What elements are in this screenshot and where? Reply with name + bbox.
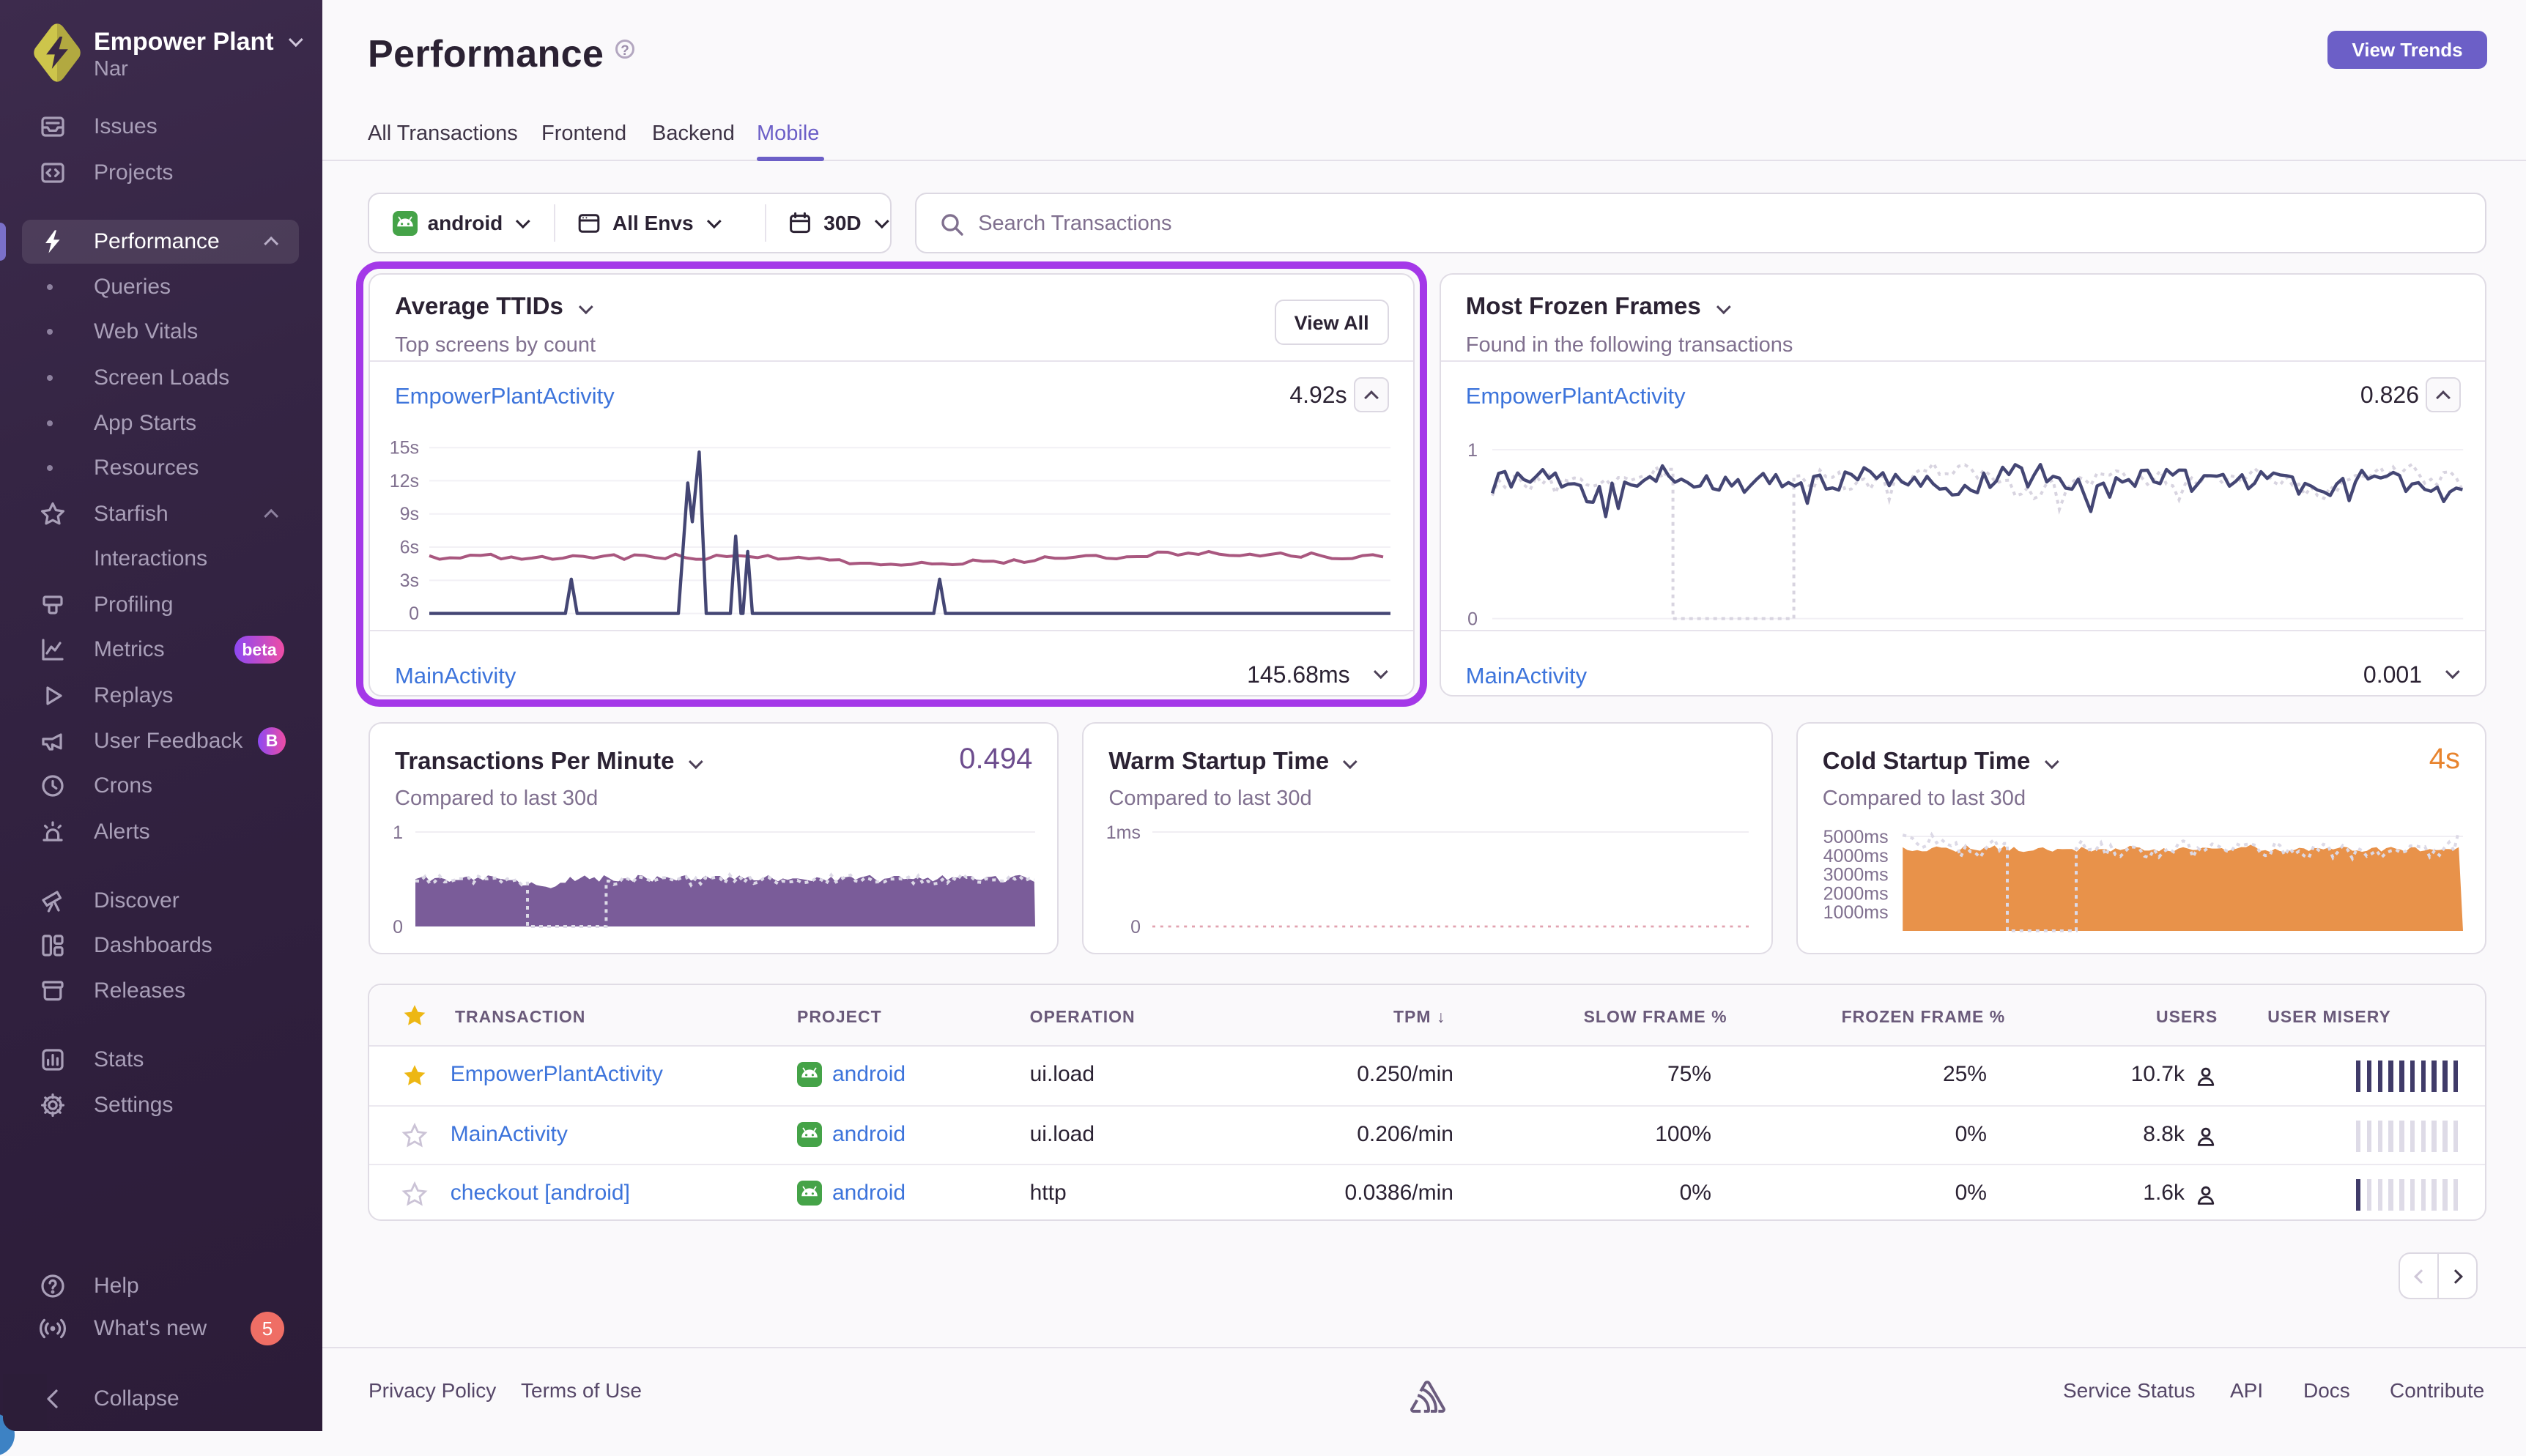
svg-text:1ms: 1ms [1106, 822, 1141, 843]
svg-text:6s: 6s [400, 537, 419, 557]
svg-text:15s: 15s [390, 438, 419, 458]
svg-text:12s: 12s [390, 471, 419, 491]
svg-text:1: 1 [393, 822, 403, 843]
svg-text:0: 0 [409, 603, 419, 624]
svg-text:1: 1 [1467, 440, 1478, 461]
svg-text:0: 0 [1467, 609, 1478, 630]
svg-text:0: 0 [393, 917, 403, 937]
svg-text:4000ms: 4000ms [1823, 846, 1888, 866]
svg-text:9s: 9s [400, 504, 419, 524]
svg-text:0: 0 [1130, 917, 1141, 937]
svg-text:2000ms: 2000ms [1823, 883, 1888, 904]
svg-text:1000ms: 1000ms [1823, 902, 1888, 923]
svg-text:3000ms: 3000ms [1823, 865, 1888, 885]
svg-text:5000ms: 5000ms [1823, 827, 1888, 847]
svg-text:3s: 3s [400, 571, 419, 591]
